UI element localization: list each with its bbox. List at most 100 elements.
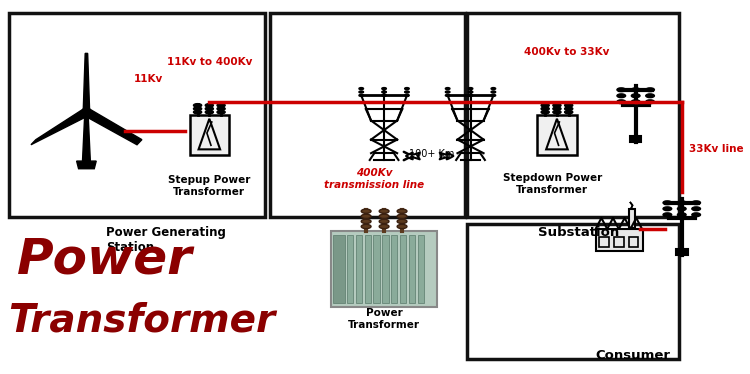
Ellipse shape: [398, 214, 407, 218]
Bar: [347, 235, 353, 303]
Ellipse shape: [692, 201, 700, 205]
Text: 400Kv to 33Kv: 400Kv to 33Kv: [524, 47, 609, 57]
Bar: [599, 237, 609, 246]
Ellipse shape: [646, 94, 655, 98]
Ellipse shape: [541, 104, 549, 107]
Bar: [628, 237, 638, 246]
Text: 11Kv to 400Kv: 11Kv to 400Kv: [166, 57, 252, 67]
Polygon shape: [82, 113, 90, 161]
Ellipse shape: [553, 104, 561, 107]
Polygon shape: [84, 108, 142, 145]
Bar: [9, 13, 265, 217]
Text: 11Kv: 11Kv: [134, 74, 164, 84]
Ellipse shape: [617, 88, 626, 92]
Text: 400Kv
transmission line: 400Kv transmission line: [325, 168, 424, 190]
Bar: [628, 209, 635, 228]
Ellipse shape: [553, 107, 561, 110]
Ellipse shape: [362, 214, 371, 218]
Text: Power Generating
Station: Power Generating Station: [106, 226, 226, 254]
Bar: [364, 235, 370, 303]
Ellipse shape: [632, 88, 640, 92]
Bar: [537, 115, 577, 156]
Ellipse shape: [446, 88, 450, 90]
Ellipse shape: [362, 209, 371, 213]
Ellipse shape: [194, 107, 202, 110]
Ellipse shape: [405, 88, 410, 90]
Ellipse shape: [632, 100, 640, 104]
Bar: [409, 235, 415, 303]
Bar: [270, 13, 464, 217]
Ellipse shape: [646, 100, 655, 104]
Ellipse shape: [632, 94, 640, 98]
Ellipse shape: [677, 213, 686, 217]
Ellipse shape: [405, 94, 410, 96]
Bar: [333, 235, 346, 303]
Bar: [392, 235, 398, 303]
Ellipse shape: [491, 88, 496, 90]
Bar: [382, 235, 388, 303]
Ellipse shape: [617, 100, 626, 104]
Text: Stepdown Power
Transformer: Stepdown Power Transformer: [503, 173, 602, 195]
Text: Substation: Substation: [538, 226, 619, 239]
Ellipse shape: [692, 207, 700, 211]
Ellipse shape: [468, 91, 472, 93]
Bar: [331, 231, 437, 307]
Ellipse shape: [565, 110, 573, 114]
Ellipse shape: [692, 213, 700, 217]
Ellipse shape: [217, 104, 225, 107]
Text: Power: Power: [17, 236, 193, 284]
Ellipse shape: [382, 91, 386, 93]
Ellipse shape: [382, 94, 386, 96]
Bar: [418, 235, 424, 303]
Ellipse shape: [663, 201, 672, 205]
Ellipse shape: [398, 224, 407, 229]
Text: 100+ Km: 100+ Km: [410, 149, 454, 159]
Ellipse shape: [359, 88, 364, 90]
Ellipse shape: [380, 224, 389, 229]
Ellipse shape: [194, 110, 202, 114]
Polygon shape: [76, 161, 96, 169]
Ellipse shape: [362, 219, 371, 224]
Ellipse shape: [206, 110, 214, 114]
Ellipse shape: [491, 91, 496, 93]
Text: Stepup Power
Transformer: Stepup Power Transformer: [168, 175, 250, 197]
Ellipse shape: [663, 213, 672, 217]
Text: Transformer: Transformer: [8, 302, 274, 340]
Ellipse shape: [677, 201, 686, 205]
Bar: [676, 249, 688, 255]
Ellipse shape: [541, 107, 549, 110]
Ellipse shape: [553, 110, 561, 114]
Ellipse shape: [677, 207, 686, 211]
Ellipse shape: [380, 219, 389, 224]
Ellipse shape: [468, 88, 472, 90]
Ellipse shape: [541, 110, 549, 114]
Ellipse shape: [359, 91, 364, 93]
Ellipse shape: [446, 91, 450, 93]
Ellipse shape: [446, 94, 450, 96]
Polygon shape: [546, 119, 568, 149]
Ellipse shape: [217, 107, 225, 110]
Polygon shape: [199, 119, 220, 149]
Ellipse shape: [565, 104, 573, 107]
Ellipse shape: [194, 104, 202, 107]
Ellipse shape: [405, 91, 410, 93]
Text: Consumer: Consumer: [596, 349, 670, 362]
Ellipse shape: [380, 214, 389, 218]
Ellipse shape: [398, 219, 407, 224]
Ellipse shape: [206, 107, 214, 110]
Bar: [374, 235, 380, 303]
Bar: [356, 235, 362, 303]
Ellipse shape: [359, 94, 364, 96]
Ellipse shape: [362, 224, 371, 229]
Polygon shape: [31, 108, 88, 145]
Bar: [630, 136, 641, 142]
Ellipse shape: [646, 88, 655, 92]
Text: 33Kv line: 33Kv line: [689, 144, 744, 154]
Ellipse shape: [617, 94, 626, 98]
Polygon shape: [83, 53, 90, 113]
Ellipse shape: [206, 104, 214, 107]
Ellipse shape: [382, 88, 386, 90]
Bar: [400, 235, 406, 303]
Ellipse shape: [663, 207, 672, 211]
Circle shape: [82, 108, 92, 118]
